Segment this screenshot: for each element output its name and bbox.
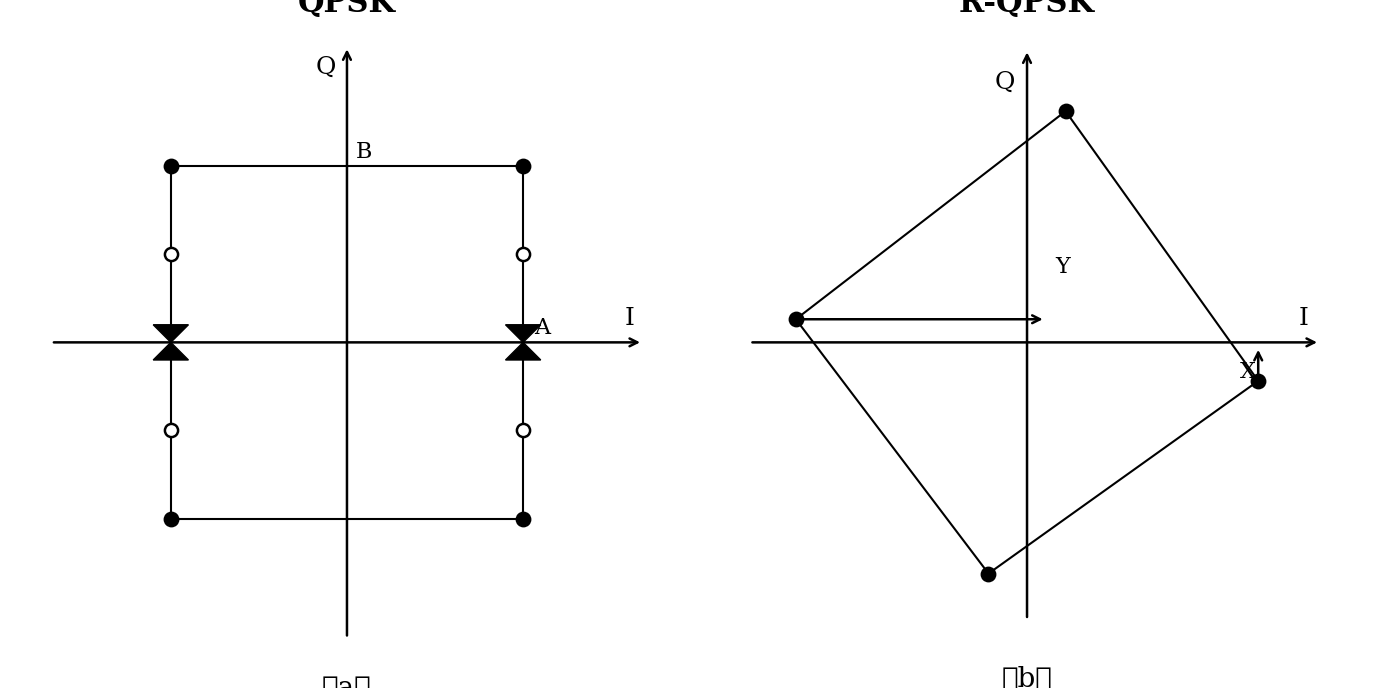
Point xyxy=(159,249,181,260)
Polygon shape xyxy=(154,343,188,360)
Text: Q: Q xyxy=(316,56,337,78)
Point xyxy=(159,513,181,524)
Point xyxy=(159,161,181,172)
Point xyxy=(513,249,534,260)
Polygon shape xyxy=(506,325,541,343)
Point xyxy=(159,425,181,436)
Text: I: I xyxy=(624,307,635,330)
Point xyxy=(1248,376,1270,387)
Polygon shape xyxy=(506,343,541,360)
Text: B: B xyxy=(356,141,372,162)
Text: （b）: （b） xyxy=(1002,666,1052,688)
Text: R-QPSK: R-QPSK xyxy=(959,0,1095,19)
Text: Y: Y xyxy=(1055,256,1069,278)
Text: （a）: （a） xyxy=(322,676,372,688)
Point xyxy=(513,425,534,436)
Text: I: I xyxy=(1298,307,1308,330)
Point xyxy=(1055,106,1077,117)
Point xyxy=(785,314,807,325)
Text: QPSK: QPSK xyxy=(298,0,396,19)
Point xyxy=(977,568,999,579)
Text: X: X xyxy=(1239,361,1256,383)
Polygon shape xyxy=(154,325,188,343)
Point xyxy=(513,513,534,524)
Text: A: A xyxy=(533,317,550,339)
Point xyxy=(513,161,534,172)
Text: Q: Q xyxy=(995,71,1014,94)
